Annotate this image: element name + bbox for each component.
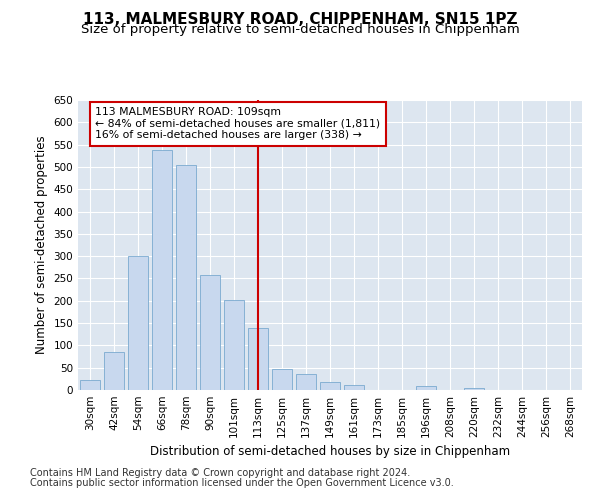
Bar [80,380,100,390]
Bar [272,370,292,390]
Text: Size of property relative to semi-detached houses in Chippenham: Size of property relative to semi-detach… [80,22,520,36]
Bar [152,150,172,390]
Bar [248,328,268,390]
Text: 113 MALMESBURY ROAD: 109sqm
← 84% of semi-detached houses are smaller (1,811)
16: 113 MALMESBURY ROAD: 109sqm ← 84% of sem… [95,108,380,140]
Text: Contains HM Land Registry data © Crown copyright and database right 2024.: Contains HM Land Registry data © Crown c… [30,468,410,477]
Bar [104,352,124,390]
Bar [128,256,148,390]
X-axis label: Distribution of semi-detached houses by size in Chippenham: Distribution of semi-detached houses by … [150,446,510,458]
Bar [296,374,316,390]
Text: 113, MALMESBURY ROAD, CHIPPENHAM, SN15 1PZ: 113, MALMESBURY ROAD, CHIPPENHAM, SN15 1… [83,12,517,28]
Bar [176,164,196,390]
Bar [200,275,220,390]
Bar [344,384,364,390]
Text: Contains public sector information licensed under the Open Government Licence v3: Contains public sector information licen… [30,478,454,488]
Y-axis label: Number of semi-detached properties: Number of semi-detached properties [35,136,48,354]
Bar [320,382,340,390]
Bar [416,386,436,390]
Bar [224,300,244,390]
Bar [464,388,484,390]
